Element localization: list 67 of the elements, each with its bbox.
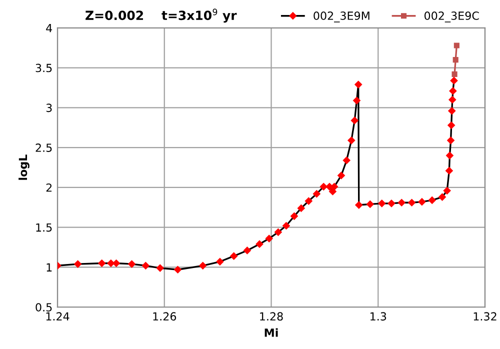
point [256,240,264,248]
point [450,76,458,84]
point [354,80,362,88]
point [408,198,416,206]
x-tick-label: 1.32 [474,312,496,321]
point [98,260,106,267]
point [452,57,458,63]
point [448,107,456,115]
point [448,122,455,129]
point [320,183,328,190]
point [290,212,298,220]
y-tick-label: 1 [46,263,52,272]
point [446,152,454,160]
point [74,260,82,268]
legend-label: 002_3E9M [314,12,370,22]
point [230,252,238,260]
point [282,222,290,230]
point [447,136,454,144]
point [398,198,406,206]
y-tick-label: 2 [46,183,52,192]
chart-title: Z=0.002 t=3x10$^{9}$ yr [86,8,237,23]
point [446,167,453,174]
point [350,116,358,124]
x-tick-label: 1.26 [153,312,176,321]
y-tick-label: 3 [46,104,52,112]
point [452,71,458,77]
x-axis-title: Mi [264,328,278,337]
point [216,258,224,266]
x-tick-label: 1.3 [370,312,386,321]
point [142,262,150,270]
point [342,156,350,164]
point [199,262,206,270]
point [265,234,273,242]
y-tick-label: 0.5 [36,303,52,312]
point [438,193,446,201]
y-axis-title: logL [18,154,30,180]
point [128,260,136,268]
point [348,136,356,144]
point [329,188,336,196]
x-tick-label: 1.28 [260,312,283,321]
point [355,201,363,209]
point [388,200,396,208]
y-tick-label: 3.5 [36,64,52,72]
point [418,198,426,206]
point [174,266,182,274]
y-tick-label: 1.5 [36,223,52,232]
point [298,204,305,212]
point [112,260,120,267]
point [156,264,164,272]
point [330,183,338,190]
x-tick-label: 1.24 [46,312,70,320]
point [454,42,460,48]
point [366,200,374,208]
point [353,96,360,104]
point [305,197,312,205]
point [244,246,251,254]
point [378,200,386,208]
y-tick-label: 4 [46,24,52,32]
point [313,190,320,198]
legend-label: 002_3E9C [424,12,479,22]
y-tick-label: 2.5 [36,144,52,152]
point [428,196,436,204]
point [449,87,457,95]
point [443,187,451,194]
point [274,228,282,236]
point [338,172,345,180]
point [448,96,456,104]
